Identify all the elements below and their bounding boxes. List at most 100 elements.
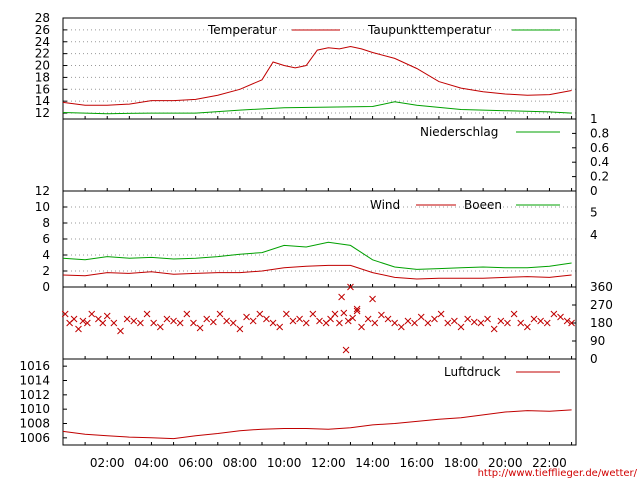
wind-direction-point: [137, 319, 144, 327]
wind-direction-point: [477, 319, 485, 327]
wind-direction-point: [470, 318, 478, 326]
wind-direction-point: [484, 315, 491, 323]
wind-direction-point: [229, 319, 237, 327]
y-tick-label: 24: [35, 35, 50, 49]
wind-direction-point: [117, 327, 124, 335]
y-tick-label: 1014: [19, 374, 50, 388]
wind-direction-point: [256, 310, 264, 318]
legend-label: Niederschlag: [420, 125, 498, 139]
y-tick-label: 1: [590, 112, 598, 126]
x-tick-label: 20:00: [488, 456, 523, 470]
wind-direction-point: [170, 317, 177, 325]
panel-wind_direction: 0 90 180 270 360: [61, 280, 613, 366]
x-tick-label: 18:00: [444, 456, 479, 470]
wind-direction-point: [424, 319, 432, 327]
y-tick-label: 20: [35, 59, 50, 73]
wind-direction-point: [490, 325, 498, 333]
wind-direction-point: [70, 315, 78, 323]
y-tick-label: 10: [35, 200, 50, 214]
legend-label: Luftdruck: [444, 365, 501, 379]
source-url: http://www.tiefflieger.de/wetter/: [478, 468, 638, 479]
y-tick-label: 1008: [19, 417, 50, 431]
y-tick-label: 18: [35, 70, 50, 84]
series-line-Wind: [62, 264, 572, 280]
wind-direction-point: [289, 317, 297, 325]
wind-direction-point: [378, 311, 385, 319]
wind-direction-point: [103, 312, 111, 320]
x-tick-label: 02:00: [90, 456, 125, 470]
wind-direction-point: [464, 315, 472, 323]
wind-direction-point: [183, 310, 191, 318]
legend-label: Taupunkttemperatur: [367, 23, 491, 37]
wind-direction-point: [417, 313, 425, 321]
wind-direction-point: [156, 323, 164, 331]
y-tick-label: 16: [35, 82, 50, 96]
wind-direction-point: [243, 313, 250, 321]
wind-direction-point: [316, 317, 323, 325]
y-tick-label: 0.8: [590, 126, 609, 140]
wind-direction-point: [431, 315, 438, 323]
wind-direction-point: [537, 317, 544, 325]
y-tick-label: 1016: [19, 359, 50, 373]
wind-direction-point: [123, 315, 131, 323]
wind-direction-point: [543, 319, 551, 327]
panel-wind: 0 2 4 6 8 10 12 4 5 Wind Boeen: [35, 184, 598, 294]
wind-direction-point: [276, 323, 284, 331]
wind-direction-point: [203, 315, 211, 323]
x-tick-label: 06:00: [178, 456, 213, 470]
wind-direction-point: [269, 319, 277, 327]
y-tick-label: 26: [35, 23, 50, 37]
wind-direction-point: [196, 324, 204, 332]
y-tick-label: 360: [590, 280, 613, 294]
wind-direction-point: [530, 315, 538, 323]
wind-direction-point: [364, 315, 372, 323]
wind-direction-point: [451, 317, 458, 325]
wind-direction-point: [210, 318, 217, 326]
y-tick-label: 4: [42, 248, 50, 262]
y-tick-label: 180: [590, 316, 613, 330]
wind-direction-point: [61, 310, 69, 318]
wind-direction-point: [349, 314, 357, 322]
panel-precipitation: 00.20.40.60.81 Niederschlag: [62, 112, 609, 198]
y-tick-label: 0: [590, 184, 598, 198]
wind-direction-point: [517, 319, 525, 327]
x-tick-label: 12:00: [311, 456, 346, 470]
wind-direction-point: [302, 319, 310, 327]
y-tick-label: 12: [35, 106, 50, 120]
wind-direction-point: [143, 310, 151, 318]
wind-direction-point: [404, 317, 412, 325]
legend-label: Temperatur: [207, 23, 277, 37]
beaufort-tick-label: 4: [590, 228, 598, 242]
wind-direction-point: [563, 317, 571, 325]
wind-direction-point: [557, 313, 564, 321]
wind-direction-point: [568, 319, 575, 327]
y-tick-label: 0.6: [590, 141, 609, 155]
series-line-Temperatur: [62, 45, 572, 106]
y-tick-label: 6: [42, 232, 50, 246]
wind-direction-point: [444, 319, 452, 327]
x-tick-label: 14:00: [355, 456, 390, 470]
wind-direction-point: [338, 293, 345, 301]
panel-frame: [62, 17, 577, 120]
legend-label: Wind: [370, 198, 400, 212]
wind-direction-point: [411, 319, 418, 327]
x-tick-label: 08:00: [223, 456, 258, 470]
wind-direction-point: [353, 307, 361, 315]
wind-direction-point: [263, 315, 270, 323]
series-line-Boeen: [62, 241, 572, 270]
wind-direction-point: [358, 323, 365, 331]
wind-direction-point: [176, 319, 184, 327]
y-tick-label: 8: [42, 216, 50, 230]
wind-direction-point: [130, 317, 138, 325]
series-line-Taupunkttemperatur: [62, 101, 572, 115]
y-tick-label: 2: [42, 264, 50, 278]
wind-direction-point: [342, 346, 350, 354]
series-line-Luftdruck: [62, 409, 572, 440]
y-tick-label: 90: [590, 334, 605, 348]
y-tick-label: 0: [42, 280, 50, 294]
y-tick-label: 22: [35, 47, 50, 61]
y-tick-label: 0.2: [590, 170, 609, 184]
